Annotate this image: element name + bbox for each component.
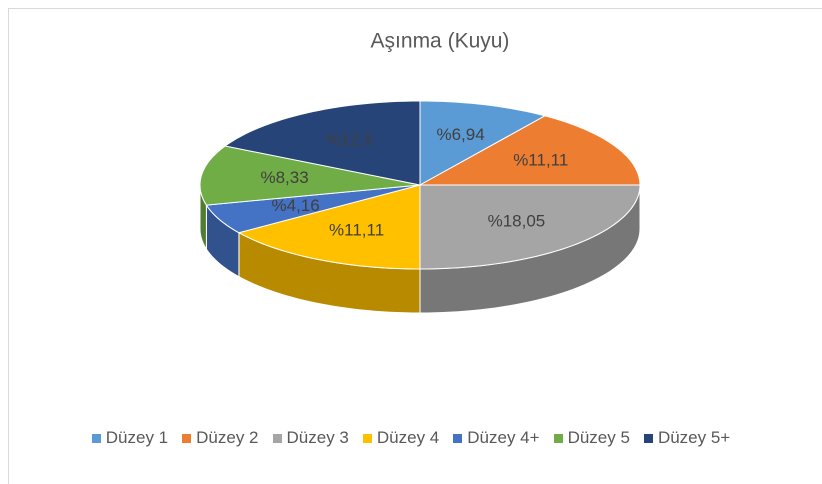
legend-label: Düzey 1 (105, 428, 169, 447)
chart-title: Aşınma (Kuyu) (371, 30, 510, 53)
pie-slice (237, 184, 421, 270)
legend-label: Düzey 5 (567, 428, 630, 447)
data-label: %8,33 (260, 168, 308, 187)
data-label: %4,16 (272, 196, 320, 215)
legend-label: Düzey 2 (196, 428, 259, 447)
legend-swatch (453, 433, 463, 443)
legend-item: Düzey 5+ (643, 428, 731, 448)
data-label: %11,11 (329, 221, 384, 240)
legend-label: Düzey 4 (376, 428, 440, 447)
legend-swatch (362, 433, 372, 443)
pie-slice (418, 115, 641, 186)
legend-swatch (553, 433, 563, 443)
legend-swatch (643, 433, 653, 443)
legend-item: Düzey 3 (272, 428, 349, 448)
legend-item: Düzey 5 (553, 428, 630, 448)
legend-swatch (91, 433, 101, 443)
pie-slice (205, 184, 421, 234)
chart-border (8, 8, 822, 484)
pie-slice (419, 184, 641, 270)
data-label: %18,05 (488, 211, 546, 230)
legend-label: Düzey 5+ (657, 428, 731, 447)
legend-item: Düzey 4+ (453, 428, 540, 448)
data-label: %11,11 (513, 150, 568, 169)
legend-swatch (182, 433, 192, 443)
legend-item: Düzey 4 (362, 428, 440, 448)
data-label: %6,94 (436, 125, 484, 144)
legend-item: Düzey 2 (182, 428, 259, 448)
legend-label: Düzey 3 (286, 428, 349, 447)
legend-item: Düzey 1 (91, 428, 169, 448)
legend-label: Düzey 4+ (467, 428, 540, 447)
legend-swatch (272, 433, 282, 443)
data-label: %12,5 (325, 130, 373, 149)
pie-slice (223, 100, 421, 186)
pie-slice (199, 145, 421, 206)
pie-slice (419, 100, 547, 186)
legend: Düzey 1 Düzey 2 Düzey 3 Düzey 4 Düzey 4+ Düze… (0, 428, 822, 448)
